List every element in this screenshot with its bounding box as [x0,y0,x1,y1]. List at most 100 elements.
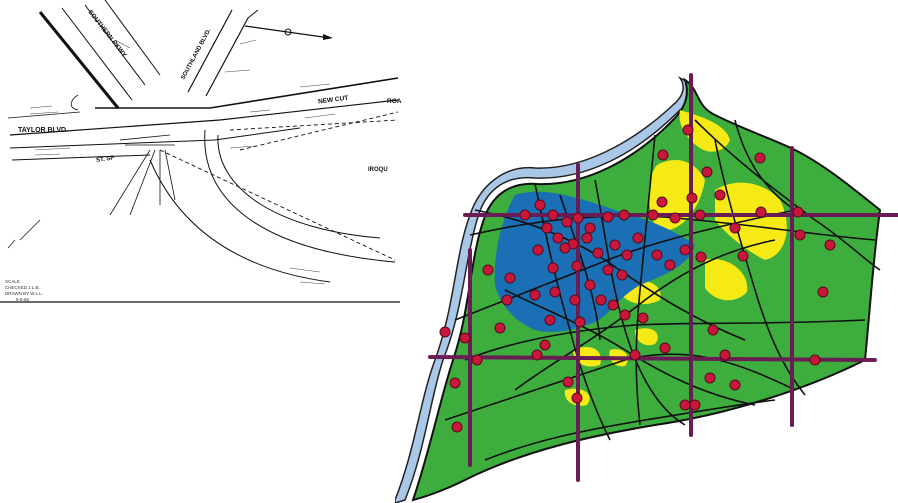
transit-station [592,247,604,259]
river [395,76,692,503]
transit-station [532,244,544,256]
transit-station [459,332,471,344]
key-line-drawn: DRAWN BY W.L.L. [5,291,43,296]
transit-station [729,222,741,234]
transit-station [559,242,571,254]
transit-station [737,250,749,262]
dashed-railroad [159,149,396,261]
label-taylor-blvd: TAYLOR BLVD. [18,127,68,134]
transit-station [618,209,630,221]
transit-station [664,259,676,271]
transit-station [632,232,644,244]
transit-line [484,399,776,461]
transit-station [607,299,619,311]
transit-station [707,324,719,336]
transit-station [571,392,583,404]
transit-station [529,289,541,301]
transit-station [471,354,483,366]
north-arrow [244,25,331,39]
transit-station [669,212,681,224]
transit-station [609,239,621,251]
transit-station [689,399,701,411]
transit-station [621,249,633,261]
transit-station [602,211,614,223]
transit-line [464,319,866,361]
transit-station [552,232,564,244]
transit-station [541,222,553,234]
transit-station [584,222,596,234]
transit-station [719,349,731,361]
transit-station [659,342,671,354]
transit-station [729,379,741,391]
label-road-partial: ROA [387,98,402,105]
grid-line [428,355,877,362]
transit-line [714,139,806,396]
transit-station [584,279,596,291]
transit-station [547,209,559,221]
transit-station [547,262,559,274]
transit-station [616,269,628,281]
southland-boulevard-road [187,9,233,93]
faint-annotations [29,39,336,285]
transit-station [561,216,573,228]
curved-road [204,129,396,263]
transit-station [755,206,767,218]
transit-station [549,286,561,298]
label-southern-pkwy: SOUTHERN PKWY [86,9,127,59]
transit-line [504,289,756,406]
transit-line [594,179,686,426]
transit-station [519,209,531,221]
transit-station [657,149,669,161]
southern-parkway-road [38,11,120,109]
transit-line [514,239,776,391]
transit-station [531,349,543,361]
transit-line [559,194,601,341]
transit-station [651,249,663,261]
transit-station [629,349,641,361]
transit-station [501,294,513,306]
transit-map [395,73,898,503]
transit-station [482,264,494,276]
transit-station [562,376,574,388]
label-st-sp: ST. SP [96,155,115,163]
transit-station [656,196,668,208]
transit-station [754,152,766,164]
transit-station [817,286,829,298]
transit-station [494,322,506,334]
transit-station [595,294,607,306]
new-cut-road [95,77,399,109]
key-line-checked: CHECKED J.L.B. [5,285,40,290]
transit-station [679,399,691,411]
transit-station [539,339,551,351]
transit-line [474,209,746,341]
transit-station [792,206,804,218]
transit-station [534,199,546,211]
transit-line [734,119,796,211]
transit-station [714,189,726,201]
title-block: SCALE CHECKED J.L.B. DRAWN BY W.L.L. 5-8… [5,279,43,302]
transit-station [572,212,584,224]
transit-station [794,229,806,241]
transit-station [449,377,461,389]
transit-station [574,316,586,328]
key-line-scale: SCALE [5,279,20,284]
intersection-plan-drawing: SOUTHERN PKWY SOUTHLAND BLVD. TAYLOR BLV… [0,0,402,303]
transit-station [581,232,593,244]
transit-station [602,264,614,276]
transit-station [637,312,649,324]
transit-station [647,209,659,221]
transit-station [571,260,583,272]
transit-station [695,251,707,263]
transit-station [809,354,821,366]
transit-station [451,421,463,433]
transit-station [569,294,581,306]
transit-station [704,372,716,384]
transit-station [701,166,713,178]
transit-station [544,314,556,326]
transit-station [619,309,631,321]
southern-parkway-road-edge [61,7,133,101]
transit-station [824,239,836,251]
label-new-cut: NEW CUT [318,95,349,106]
transit-station [679,244,691,256]
transit-station [682,124,694,136]
